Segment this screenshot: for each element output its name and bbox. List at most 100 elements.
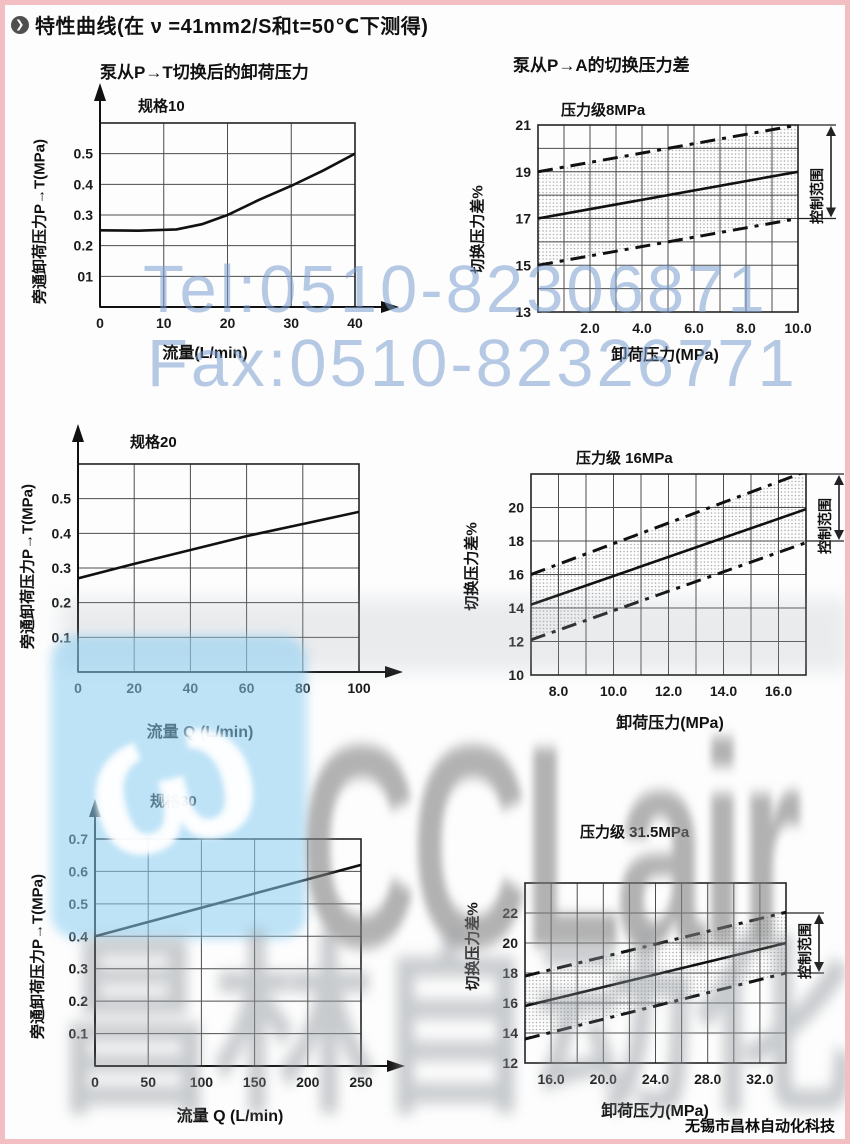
svg-text:0.5: 0.5 xyxy=(74,146,94,162)
svg-text:0.2: 0.2 xyxy=(69,993,89,1009)
svg-text:10: 10 xyxy=(508,667,524,683)
svg-text:200: 200 xyxy=(296,1074,320,1090)
x-axis-label: 流量(L/min) xyxy=(162,345,248,362)
svg-text:12: 12 xyxy=(502,1055,518,1071)
x-axis-label: 卸荷压力(MPa) xyxy=(601,1103,709,1120)
svg-text:20: 20 xyxy=(502,935,518,951)
svg-text:13: 13 xyxy=(515,304,531,320)
y-axis-label: 旁通卸荷压力P→T(MPa) xyxy=(29,874,47,1040)
svg-text:4.0: 4.0 xyxy=(632,320,652,336)
chart-spec20: 0 20 40 60 80 100 0.5 0.4 0.3 0.2 0.1 规格20 流量 Q (L… xyxy=(15,424,435,750)
y-axis-label: 切换压力差% xyxy=(463,522,481,611)
svg-text:18: 18 xyxy=(502,965,518,981)
plot-spec20: 0 20 40 60 80 100 0.5 0.4 0.3 0.2 0.1 xyxy=(52,424,403,696)
svg-text:0.3: 0.3 xyxy=(69,961,89,977)
footer-company-name: 无锡市昌林自动化科技 xyxy=(685,1118,836,1135)
x-axis-label: 流量 Q (L/min) xyxy=(146,724,254,741)
svg-text:12: 12 xyxy=(508,634,524,650)
svg-text:14.0: 14.0 xyxy=(710,683,737,699)
chart-title: 规格20 xyxy=(130,434,177,451)
svg-text:60: 60 xyxy=(239,680,255,696)
svg-text:8.0: 8.0 xyxy=(736,320,756,336)
chart-title: 压力级 31.5MPa xyxy=(580,824,690,841)
svg-text:20: 20 xyxy=(508,500,524,516)
page-header: ❯ 特性曲线(在 ν =41mm2/S和t=50℃下测得) xyxy=(11,10,428,39)
x-axis-label: 卸荷压力(MPa) xyxy=(616,715,724,732)
svg-text:16: 16 xyxy=(508,567,524,583)
svg-text:17: 17 xyxy=(515,211,531,227)
svg-text:22: 22 xyxy=(502,905,518,921)
svg-text:18: 18 xyxy=(508,533,524,549)
svg-text:100: 100 xyxy=(190,1074,214,1090)
svg-text:40: 40 xyxy=(347,315,363,331)
y-axis-label: 旁通卸荷压力P→T(MPa) xyxy=(19,484,37,650)
svg-text:32.0: 32.0 xyxy=(746,1071,773,1087)
chart-title: 压力级8MPa xyxy=(561,102,646,119)
plot-16mpa: 8.0 10.0 12.0 14.0 16.0 20 18 16 14 12 10 xyxy=(508,473,844,699)
chart-8mpa: 2.0 4.0 6.0 8.0 10.0 21 19 17 15 13 压力级8MPa 卸荷压力(… xyxy=(465,83,845,364)
chart-title: 规格30 xyxy=(150,793,197,810)
svg-text:20: 20 xyxy=(126,680,142,696)
svg-text:150: 150 xyxy=(243,1074,267,1090)
svg-text:40: 40 xyxy=(183,680,199,696)
chart-title: 压力级 16MPa xyxy=(576,450,673,467)
svg-text:2.0: 2.0 xyxy=(580,320,600,336)
svg-text:30: 30 xyxy=(283,315,299,331)
svg-text:16: 16 xyxy=(502,995,518,1011)
plot-spec30: 0 50 100 150 200 250 0.7 0.6 0.5 0.4 0.3 0.2 0.1 xyxy=(69,799,405,1090)
svg-text:0.1: 0.1 xyxy=(69,1026,89,1042)
svg-text:10: 10 xyxy=(156,315,172,331)
x-axis-label: 流量 Q (L/min) xyxy=(176,1108,284,1125)
svg-text:0.4: 0.4 xyxy=(52,525,72,541)
svg-text:0: 0 xyxy=(96,315,104,331)
plot-315mpa: 16.0 20.0 24.0 28.0 32.0 22 20 18 16 14 12 xyxy=(502,882,824,1087)
svg-text:10.0: 10.0 xyxy=(784,320,811,336)
svg-text:14: 14 xyxy=(502,1025,518,1041)
svg-text:6.0: 6.0 xyxy=(684,320,704,336)
x-axis-label: 卸荷压力(MPa) xyxy=(611,347,719,364)
svg-text:0.5: 0.5 xyxy=(69,896,89,912)
svg-text:0.1: 0.1 xyxy=(52,629,72,645)
svg-text:15: 15 xyxy=(515,257,531,273)
right-column-title: 泵从P→A的切换压力差 xyxy=(513,56,690,75)
svg-text:16.0: 16.0 xyxy=(537,1071,564,1087)
svg-text:250: 250 xyxy=(349,1074,373,1090)
chart-16mpa: 8.0 10.0 12.0 14.0 16.0 20 18 16 14 12 10 压力级 16MP… xyxy=(455,435,845,745)
left-column-title: 泵从P→T切换后的卸荷压力 xyxy=(100,63,309,82)
svg-text:0.2: 0.2 xyxy=(74,238,94,254)
svg-text:0.6: 0.6 xyxy=(69,863,89,879)
y-axis-label: 切换压力差% xyxy=(464,902,482,991)
svg-text:19: 19 xyxy=(515,164,531,180)
svg-text:12.0: 12.0 xyxy=(655,683,682,699)
svg-text:24.0: 24.0 xyxy=(642,1071,669,1087)
svg-text:0: 0 xyxy=(74,680,82,696)
svg-text:80: 80 xyxy=(295,680,311,696)
chart-315mpa: 16.0 20.0 24.0 28.0 32.0 22 20 18 16 14 12 压力级 31.… xyxy=(455,815,845,1135)
svg-text:100: 100 xyxy=(347,680,371,696)
y-axis-label: 旁通卸荷压力P→T(MPa) xyxy=(31,139,49,305)
svg-text:21: 21 xyxy=(515,117,531,133)
svg-text:10.0: 10.0 xyxy=(600,683,627,699)
chart-title: 规格10 xyxy=(138,98,185,115)
svg-text:20: 20 xyxy=(220,315,236,331)
svg-text:14: 14 xyxy=(508,600,524,616)
svg-text:0: 0 xyxy=(91,1074,99,1090)
control-range-label: 控制范围 xyxy=(809,168,825,224)
control-range-label: 控制范围 xyxy=(817,498,833,554)
chart-spec10: 0 10 20 30 40 0.5 0.4 0.3 0.2 01 规格10 流量(L/min) 旁… xyxy=(32,83,405,363)
svg-text:28.0: 28.0 xyxy=(694,1071,721,1087)
svg-text:0.2: 0.2 xyxy=(52,595,72,611)
plot-8mpa: 2.0 4.0 6.0 8.0 10.0 21 19 17 15 13 xyxy=(515,117,836,336)
svg-text:0.4: 0.4 xyxy=(74,176,94,192)
svg-text:20.0: 20.0 xyxy=(590,1071,617,1087)
svg-text:0.4: 0.4 xyxy=(69,928,89,944)
svg-text:0.5: 0.5 xyxy=(52,491,72,507)
control-range-label: 控制范围 xyxy=(797,923,813,979)
svg-text:8.0: 8.0 xyxy=(549,683,569,699)
svg-text:0.3: 0.3 xyxy=(74,207,94,223)
page-title: 特性曲线(在 ν =41mm2/S和t=50℃下测得) xyxy=(35,16,429,38)
svg-text:16.0: 16.0 xyxy=(765,683,792,699)
bullet-icon: ❯ xyxy=(11,15,29,34)
svg-text:01: 01 xyxy=(77,268,93,284)
